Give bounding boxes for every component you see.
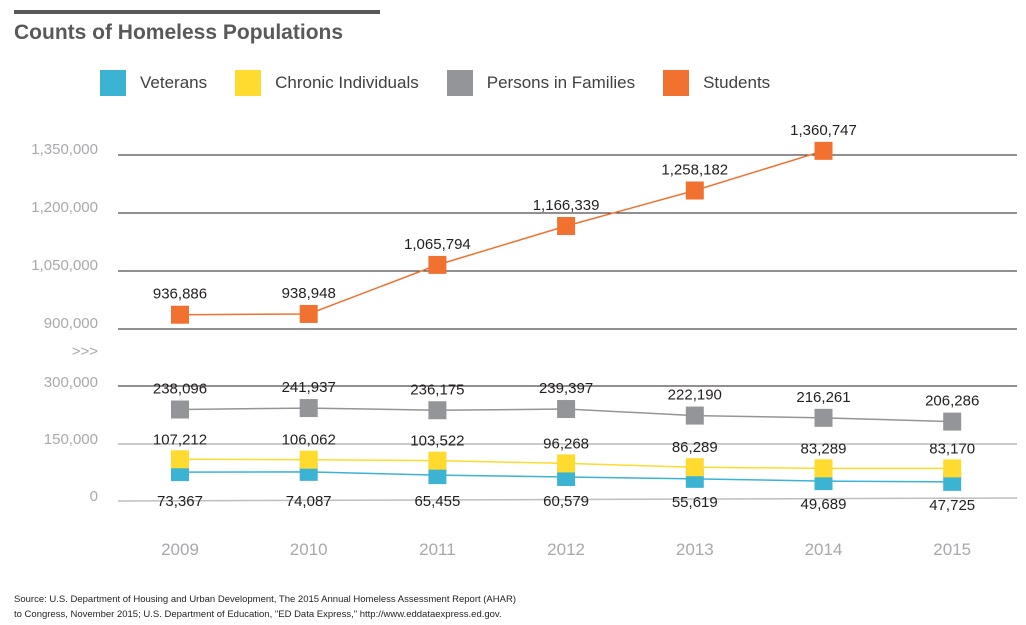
data-label: 74,087 — [286, 493, 332, 510]
y-tick-label: 1,050,000 — [31, 257, 98, 274]
x-tick-label: 2012 — [547, 540, 585, 559]
x-tick-label: 2009 — [161, 540, 199, 559]
data-label: 49,689 — [801, 496, 847, 513]
data-label: 65,455 — [414, 493, 460, 510]
data-point — [171, 305, 189, 324]
y-tick-label: 300,000 — [44, 374, 98, 391]
data-point — [428, 466, 447, 485]
legend-label: Veterans — [140, 73, 208, 92]
legend-item: Chronic Individuals — [235, 70, 419, 96]
legend-label: Students — [703, 73, 771, 92]
data-point — [557, 454, 576, 473]
data-point — [428, 401, 447, 420]
x-tick-label: 2015 — [933, 540, 971, 559]
data-label: 55,619 — [672, 494, 718, 511]
data-label: 47,725 — [929, 497, 975, 514]
legend-swatch — [100, 70, 126, 96]
data-label: 60,579 — [543, 493, 589, 510]
data-label: 938,948 — [282, 285, 336, 302]
source-line: Source: U.S. Department of Housing and U… — [14, 594, 516, 605]
data-point — [814, 459, 833, 478]
data-label: 1,166,339 — [533, 197, 600, 214]
data-label: 239,397 — [539, 380, 593, 397]
baseline — [117, 497, 1018, 502]
data-point — [685, 181, 704, 200]
source-line: to Congress, November 2015; U.S. Departm… — [14, 609, 502, 620]
data-label: 83,170 — [929, 440, 975, 457]
data-point — [299, 399, 318, 418]
legend-swatch — [446, 70, 473, 96]
data-label: 1,065,794 — [404, 236, 471, 253]
data-label: 1,360,747 — [790, 122, 857, 139]
x-tick-label: 2010 — [290, 540, 328, 559]
y-tick-label: 0 — [90, 488, 98, 505]
data-label: 73,367 — [157, 493, 203, 510]
data-label: 86,289 — [672, 439, 718, 456]
data-point — [557, 217, 576, 236]
data-label: 216,261 — [796, 389, 850, 406]
data-point — [814, 141, 833, 160]
data-label: 238,096 — [153, 381, 207, 398]
data-point — [685, 406, 704, 425]
y-tick-label: 900,000 — [44, 315, 98, 332]
data-label: 103,522 — [410, 433, 464, 450]
legend-item: Persons in Families — [446, 70, 636, 96]
data-point — [171, 400, 189, 419]
x-tick-label: 2011 — [419, 540, 456, 559]
data-label: 107,212 — [153, 431, 207, 448]
data-point — [557, 400, 576, 419]
legend-item: Students — [663, 70, 770, 96]
y-tick-label: 1,350,000 — [31, 141, 98, 158]
data-label: 222,190 — [668, 387, 722, 404]
data-point — [299, 450, 318, 469]
legend: Veterans Chronic Individuals Persons in Fa… — [100, 70, 798, 96]
x-tick-label: 2013 — [676, 540, 714, 559]
data-point — [171, 450, 189, 469]
data-point — [943, 412, 962, 431]
data-point — [557, 467, 576, 486]
data-label: 936,886 — [153, 286, 207, 303]
data-label: 1,258,182 — [661, 162, 728, 179]
title-rule — [14, 10, 380, 14]
data-point — [428, 451, 447, 470]
series-line-students — [179, 150, 824, 316]
y-tick-label: >>> — [72, 343, 99, 360]
legend-swatch — [663, 70, 690, 96]
legend-swatch — [235, 70, 262, 96]
chart-title: Counts of Homeless Populations — [14, 21, 344, 44]
legend-item: Veterans — [100, 70, 207, 96]
data-label: 241,937 — [282, 379, 336, 396]
source-note: Source: U.S. Department of Housing and U… — [14, 592, 516, 622]
data-label: 206,286 — [925, 393, 979, 410]
data-label: 96,268 — [543, 435, 589, 452]
x-tick-label: 2014 — [805, 540, 843, 559]
data-label: 83,289 — [801, 440, 847, 457]
data-point — [943, 459, 962, 478]
legend-label: Chronic Individuals — [275, 73, 419, 92]
legend-label: Persons in Families — [486, 73, 636, 92]
data-label: 106,062 — [282, 432, 336, 449]
data-point — [685, 458, 704, 477]
data-label: 236,175 — [410, 381, 464, 398]
data-point — [814, 408, 833, 427]
data-point — [428, 255, 447, 274]
y-tick-label: 1,200,000 — [31, 199, 98, 216]
y-tick-label: 150,000 — [44, 431, 98, 448]
data-point — [299, 304, 318, 323]
